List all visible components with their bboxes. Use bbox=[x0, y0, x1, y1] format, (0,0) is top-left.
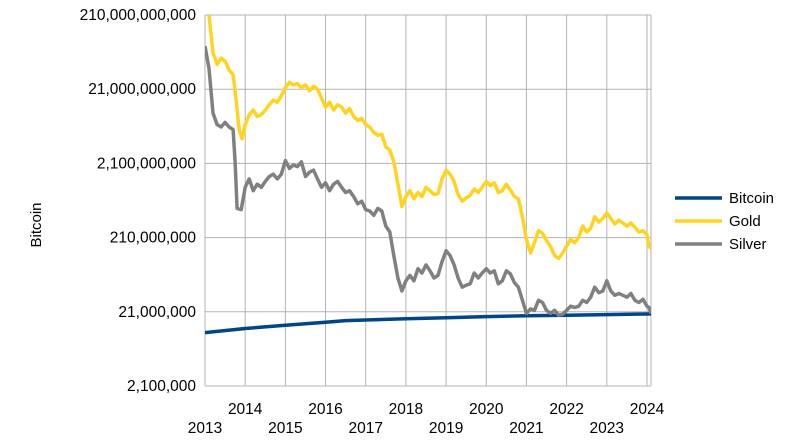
y-tick-label: 210,000,000,000 bbox=[80, 7, 197, 24]
legend-label-silver: Silver bbox=[729, 236, 767, 253]
x-tick-label: 2014 bbox=[228, 401, 263, 418]
x-tick-label: 2017 bbox=[348, 420, 382, 437]
x-tick-label: 2015 bbox=[268, 420, 302, 437]
series-lines bbox=[205, 15, 651, 335]
series-line-bitcoin bbox=[205, 312, 651, 335]
x-tick-label: 2018 bbox=[389, 401, 423, 418]
series-line-silver bbox=[205, 45, 651, 317]
legend-label-bitcoin: Bitcoin bbox=[729, 190, 774, 207]
series-line-gold bbox=[207, 15, 651, 261]
grid-lines bbox=[204, 14, 652, 387]
legend-label-gold: Gold bbox=[729, 213, 761, 230]
x-tick-label: 2016 bbox=[308, 401, 342, 418]
x-tick-label: 2021 bbox=[509, 420, 543, 437]
x-tick-label: 2019 bbox=[429, 420, 463, 437]
y-tick-label: 21,000,000,000 bbox=[88, 81, 196, 98]
x-tick-label: 2024 bbox=[630, 401, 665, 418]
x-tick-label: 2023 bbox=[590, 420, 624, 437]
y-axis-title: Bitcoin bbox=[28, 202, 45, 247]
x-tick-label: 2020 bbox=[469, 401, 504, 418]
x-tick-label: 2022 bbox=[549, 401, 583, 418]
y-tick-label: 2,100,000 bbox=[127, 378, 196, 395]
y-tick-label: 210,000,000 bbox=[110, 230, 197, 247]
y-tick-label: 21,000,000 bbox=[118, 304, 196, 321]
x-tick-label: 2013 bbox=[188, 420, 222, 437]
y-axis-tick-labels: 210,000,000,000 21,000,000,000 2,100,000,0… bbox=[80, 7, 197, 395]
y-tick-label: 2,100,000,000 bbox=[97, 155, 197, 172]
legend: Bitcoin Gold Silver bbox=[675, 190, 774, 253]
x-axis-tick-labels: 2013 2014 2015 2016 2017 2018 2019 2020 2021 2022… bbox=[188, 401, 665, 437]
